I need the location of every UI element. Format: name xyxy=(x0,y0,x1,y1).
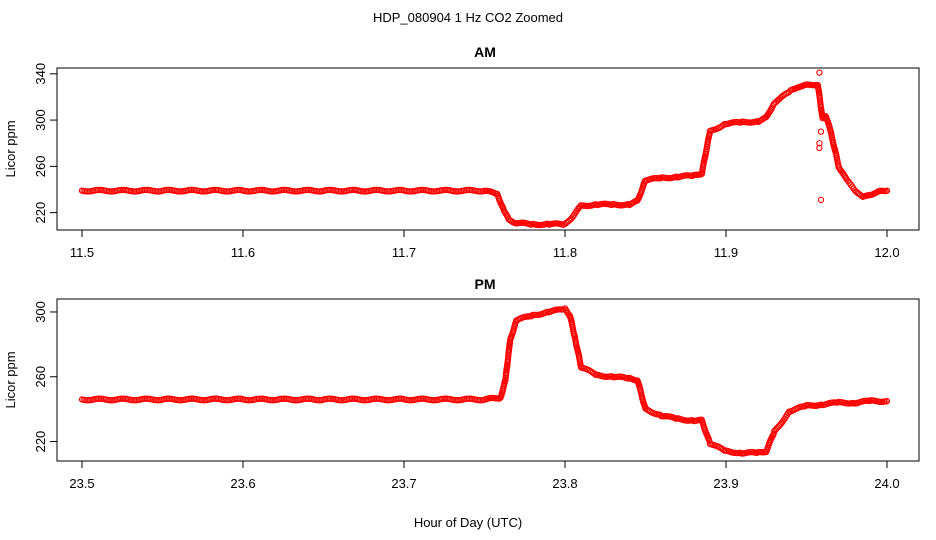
am-x-tick-label: 11.7 xyxy=(392,245,416,260)
am-outlier-point xyxy=(816,144,823,151)
am-x-tick-label: 11.5 xyxy=(70,245,94,260)
pm-data-point xyxy=(801,403,809,410)
am-x-tick-label: 11.8 xyxy=(553,245,577,260)
pm-x-tick-label: 23.9 xyxy=(713,476,738,491)
panel-pm-plot-frame xyxy=(56,298,920,462)
am-x-tick-label: 12.0 xyxy=(874,245,899,260)
am-y-tick-label: 340 xyxy=(33,63,48,85)
panel-pm-y-axis: 220 260 300 xyxy=(33,301,58,453)
panel-am-y-axis: 220 260 300 340 xyxy=(33,63,58,224)
pm-x-tick-label: 23.6 xyxy=(230,476,255,491)
am-y-tick-label: 260 xyxy=(33,156,48,178)
am-y-tick-label: 300 xyxy=(33,109,48,131)
am-outlier-point xyxy=(816,140,823,147)
pm-y-tick-label: 300 xyxy=(33,301,48,323)
am-outlier-point xyxy=(817,128,825,135)
pm-x-tick-label: 23.5 xyxy=(69,476,94,491)
panel-am-y-label: Licor ppm xyxy=(3,120,18,177)
am-data-point xyxy=(656,175,664,182)
am-y-tick-label: 220 xyxy=(33,202,48,224)
panel-pm-title: PM xyxy=(475,276,496,292)
panel-pm-points xyxy=(78,305,891,457)
am-outlier-point xyxy=(816,69,823,76)
panel-pm-y-label: Licor ppm xyxy=(3,351,18,408)
panel-am-x-axis: 11.5 11.6 11.7 11.8 11.9 12.0 xyxy=(70,229,900,260)
am-x-tick-label: 11.6 xyxy=(231,245,255,260)
panel-am-points xyxy=(78,69,891,229)
pm-x-tick-label: 23.7 xyxy=(391,476,416,491)
pm-data-point xyxy=(608,373,615,380)
pm-x-tick-label: 23.8 xyxy=(552,476,577,491)
panel-pm-x-axis: 23.5 23.6 23.7 23.8 23.9 24.0 xyxy=(69,460,900,491)
figure-title: HDP_080904 1 Hz CO2 Zoomed xyxy=(373,10,563,25)
pm-y-tick-label: 260 xyxy=(33,366,48,388)
panel-pm: PM 220 260 300 23.5 23.6 23.7 23.8 23.9 24.0 Li… xyxy=(3,276,920,491)
am-x-tick-label: 11.9 xyxy=(714,245,738,260)
am-data-point xyxy=(706,130,713,137)
pm-y-tick-label: 220 xyxy=(33,431,48,453)
pm-x-tick-label: 24.0 xyxy=(874,476,899,491)
panel-am: AM 220 260 300 340 11.5 11.6 11.7 11.8 11.9 12.0… xyxy=(3,44,920,260)
am-outlier-point xyxy=(817,196,825,204)
am-data-point xyxy=(883,187,891,194)
panel-am-title: AM xyxy=(474,44,496,60)
pm-data-point xyxy=(883,397,891,405)
x-axis-label: Hour of Day (UTC) xyxy=(414,515,522,530)
